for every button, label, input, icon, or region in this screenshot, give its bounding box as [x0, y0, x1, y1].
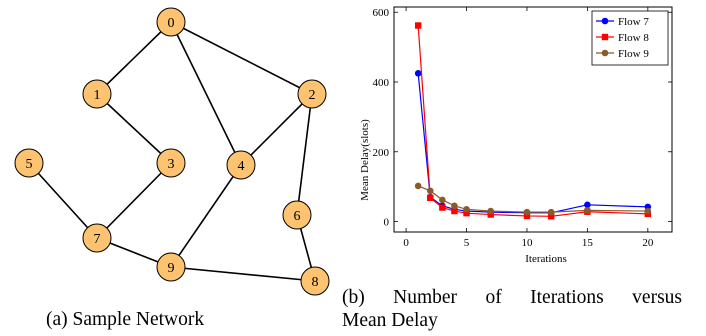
graph-node-circle — [156, 148, 186, 178]
x-tick-label: 20 — [642, 237, 654, 249]
x-tick-label: 15 — [582, 237, 594, 249]
graph-node-6: 6 — [282, 200, 312, 230]
legend-entry: Flow 8 — [596, 32, 649, 44]
graph-node-label: 7 — [94, 232, 101, 247]
data-point — [439, 196, 446, 204]
data-point — [463, 206, 470, 213]
graph-node-label: 8 — [312, 275, 319, 290]
legend-marker — [601, 49, 609, 57]
legend-label: Flow 8 — [618, 32, 649, 44]
data-point — [439, 204, 446, 211]
graph-edge — [170, 266, 316, 282]
data-point — [414, 182, 422, 190]
legend-label: Flow 9 — [618, 48, 649, 60]
series-line — [417, 73, 648, 214]
data-point — [523, 208, 531, 216]
data-point — [451, 202, 458, 210]
chart-caption-word: (b) — [342, 287, 365, 308]
graph-node-2: 2 — [297, 79, 327, 109]
chart-caption-word: Iterations — [530, 287, 604, 308]
data-point — [451, 207, 458, 215]
graph-edge — [170, 21, 313, 95]
graph-node-circle — [156, 252, 186, 282]
data-point — [487, 211, 494, 218]
graph-edge — [96, 93, 172, 164]
data-point — [463, 209, 470, 217]
graph-node-label: 9 — [168, 261, 175, 276]
graph-edge — [28, 162, 98, 239]
y-axis-label: Mean Delay(slots) — [359, 119, 371, 201]
graph-edge — [170, 164, 242, 268]
chart-legend: Flow 7 Flow 8 Flow 9 — [591, 10, 669, 66]
x-tick-label: 0 — [403, 237, 409, 249]
graph-node-label: 1 — [94, 88, 101, 103]
x-tick-label: 5 — [464, 237, 470, 249]
graph-node-circle — [282, 200, 312, 230]
graph-node-circle — [82, 223, 112, 253]
graph-node-5: 5 — [14, 148, 44, 178]
graph-node-9: 9 — [156, 252, 186, 282]
graph-node-circle — [300, 266, 330, 296]
data-point — [414, 69, 422, 77]
series-1 — [414, 69, 652, 217]
data-point — [547, 213, 555, 220]
x-tick-label: 10 — [521, 237, 533, 249]
data-point — [487, 207, 494, 215]
series-3 — [414, 182, 652, 216]
data-point — [584, 207, 591, 214]
y-tick-label: 200 — [373, 147, 390, 159]
legend-marker — [601, 17, 609, 25]
data-point — [427, 194, 434, 202]
y-tick-label: 0 — [384, 217, 390, 229]
data-point — [523, 212, 531, 220]
data-point — [644, 207, 652, 215]
legend-label: Flow 7 — [618, 16, 649, 28]
graph-node-circle — [82, 79, 112, 109]
plot-frame — [393, 6, 673, 233]
legend-entry: Flow 7 — [596, 16, 649, 28]
graph-edge — [96, 21, 172, 95]
y-tick-label: 400 — [373, 77, 390, 89]
graph-node-label: 5 — [26, 157, 33, 172]
network-caption: (a) Sample Network — [46, 309, 205, 330]
chart-caption-line1: (b) Number of Iterations versus — [342, 286, 682, 309]
graph-node-circle — [297, 79, 327, 109]
graph-node-circle — [156, 7, 186, 37]
graph-node-label: 2 — [309, 88, 316, 103]
graph-node-circle — [14, 148, 44, 178]
data-point — [414, 22, 422, 29]
graph-node-4: 4 — [226, 150, 256, 180]
graph-node-0: 0 — [156, 7, 186, 37]
graph-edge — [170, 21, 242, 166]
legend-entry: Flow 9 — [596, 48, 649, 60]
graph-node-7: 7 — [82, 223, 112, 253]
graph-node-label: 3 — [168, 157, 175, 172]
chart-caption-word: versus — [632, 287, 682, 308]
graph-edge — [240, 93, 313, 166]
data-point — [426, 187, 434, 195]
graph-node-3: 3 — [156, 148, 186, 178]
graph-node-circle — [226, 150, 256, 180]
series-2 — [414, 22, 652, 220]
graph-node-label: 0 — [168, 16, 175, 31]
graph-node-1: 1 — [82, 79, 112, 109]
chart-caption-word: of — [485, 287, 502, 308]
y-tick-label: 600 — [373, 7, 390, 19]
series-line — [417, 185, 648, 213]
chart-caption-word: Number — [393, 287, 458, 308]
graph-node-8: 8 — [300, 266, 330, 296]
data-point — [584, 201, 591, 209]
graph-edge — [96, 162, 172, 239]
data-point — [547, 208, 555, 216]
graph-node-label: 4 — [238, 159, 245, 174]
legend-marker — [601, 33, 609, 41]
x-axis-label: Iterations — [525, 253, 567, 265]
chart-caption-line2: Mean Delay — [342, 310, 438, 331]
chart-caption: (b) Number of Iterations versus Mean Delay — [342, 286, 682, 332]
series-line — [417, 25, 648, 217]
graph-edge — [296, 93, 313, 216]
graph-node-label: 6 — [294, 209, 301, 224]
